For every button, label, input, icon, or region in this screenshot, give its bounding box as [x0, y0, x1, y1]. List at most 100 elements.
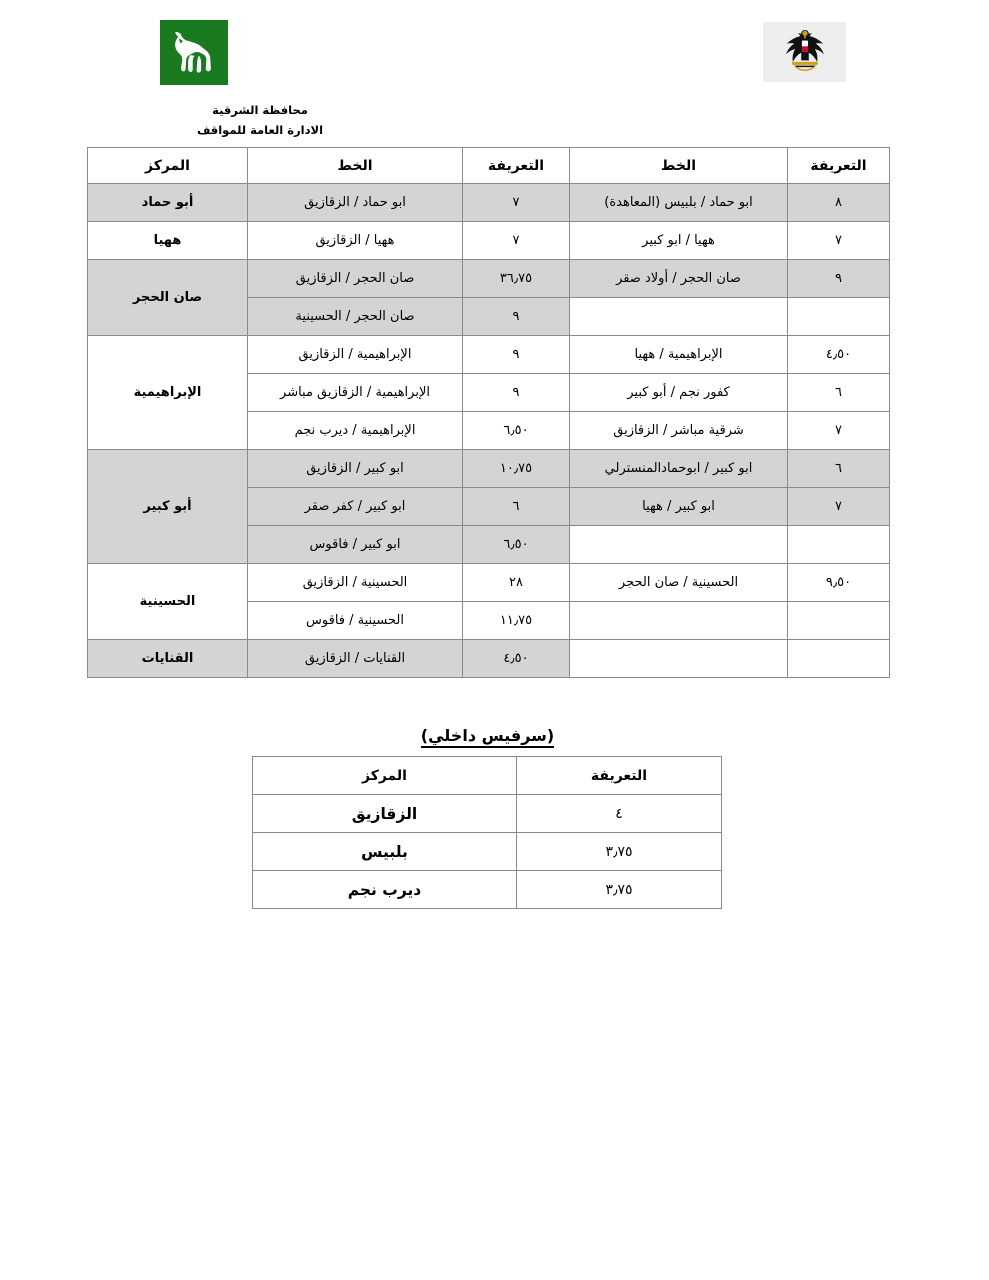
- cell-tariff-left: ٧: [787, 487, 890, 526]
- cell-line-left: كفور نجم / أبو كبير: [569, 373, 788, 412]
- column-header-line-left: الخط: [569, 147, 788, 184]
- table-row: ٤٫٥٠ القنايات / الزقازيق القنايات: [87, 639, 890, 678]
- cell-tariff-right: ٢٨: [462, 563, 570, 602]
- cell-line-left: الإبراهيمية / ههيا: [569, 335, 788, 374]
- cell-line-left: [569, 525, 788, 564]
- cell-tariff-right: ١١٫٧٥: [462, 601, 570, 640]
- cell-tariff-right: ٩: [462, 335, 570, 374]
- sharqia-horse-emblem-logo: [160, 20, 228, 85]
- internal-service-table-container: التعريفة المركز ٤ الزقازيق ٣٫٧٥ بلبيس ٣٫٧٥ دي…: [252, 756, 722, 909]
- document-header: محافظة الشرقية الادارة العامة للمواقف: [130, 100, 390, 140]
- table-row: ٧ شرقية مباشر / الزقازيق ٦٫٥٠ الإبراهيمية /…: [88, 411, 890, 450]
- column-header-center: المركز: [87, 147, 248, 184]
- cell-line-right: الإبراهيمية / الزقازيق مباشر: [247, 373, 463, 412]
- table-row: ٦ ابو كبير / ابوحمادالمنسترلي ١٠٫٧٥ ابو كبي…: [87, 449, 890, 564]
- tariff-table: التعريفة الخط التعريفة الخط المركز ٨ ابو …: [87, 147, 890, 678]
- list-item: ٣٫٧٥ بلبيس: [252, 832, 722, 871]
- cell-center-name: الحسينية: [87, 563, 248, 640]
- cell-line-right: ابو كبير / الزقازيق: [247, 449, 463, 488]
- cell-tariff-right: ٤٫٥٠: [462, 639, 570, 678]
- cell-tariff-right: ٩: [462, 297, 570, 336]
- cell-line-right: ابو كبير / كفر صقر: [247, 487, 463, 526]
- egypt-eagle-of-saladin-emblem-logo: [763, 22, 846, 82]
- department-name: الادارة العامة للمواقف: [196, 123, 324, 138]
- cell-line-right: الإبراهيمية / الزقازيق: [247, 335, 463, 374]
- table-row: ٩ صان الحجر / أولاد صقر ٣٦٫٧٥ صان الحجر / ا…: [87, 259, 890, 336]
- cell-line-right: القنايات / الزقازيق: [247, 639, 463, 678]
- cell-line-right: الحسينية / الزقازيق: [247, 563, 463, 602]
- cell-tariff-left: ٧: [787, 221, 890, 260]
- cell-tariff-right: ٣٦٫٧٥: [462, 259, 570, 298]
- tariff-table-container: التعريفة الخط التعريفة الخط المركز ٨ ابو …: [87, 147, 890, 678]
- list-item: ٣٫٧٥ ديرب نجم: [252, 870, 722, 909]
- cell-tariff-left: ٨: [787, 183, 890, 222]
- sub-table-header-row: التعريفة المركز: [252, 756, 722, 795]
- cell-tariff-left: [787, 297, 890, 336]
- cell-center-name: صان الحجر: [87, 259, 248, 336]
- sub-cell-center-name: بلبيس: [252, 832, 517, 871]
- internal-service-title: (سرفيس داخلي): [253, 726, 722, 748]
- table-row: ٦٫٥٠ ابو كبير / فاقوس: [88, 525, 890, 564]
- cell-tariff-right: ٦: [462, 487, 570, 526]
- cell-line-right: ابو كبير / فاقوس: [247, 525, 463, 564]
- cell-line-left: ابو حماد / بلبيس (المعاهدة): [569, 183, 788, 222]
- governorate-name: محافظة الشرقية: [212, 103, 308, 117]
- sub-cell-center-name: ديرب نجم: [252, 870, 517, 909]
- cell-tariff-right: ٧: [462, 183, 570, 222]
- cell-tariff-left: ٩: [787, 259, 890, 298]
- cell-line-left: ابو كبير / ابوحمادالمنسترلي: [569, 449, 788, 488]
- cell-line-left: ههيا / ابو كبير: [569, 221, 788, 260]
- cell-tariff-left: [787, 601, 890, 640]
- cell-line-right: ههيا / الزقازيق: [247, 221, 463, 260]
- cell-line-right: صان الحجر / الحسينية: [247, 297, 463, 336]
- table-header-row: التعريفة الخط التعريفة الخط المركز: [87, 147, 890, 184]
- cell-center-name: ههيا: [87, 221, 248, 260]
- internal-service-table: التعريفة المركز ٤ الزقازيق ٣٫٧٥ بلبيس ٣٫٧٥ دي…: [252, 756, 722, 909]
- cell-center-name: القنايات: [87, 639, 248, 678]
- sub-column-header-center: المركز: [252, 756, 517, 795]
- cell-line-right: ابو حماد / الزقازيق: [247, 183, 463, 222]
- cell-center-name: أبو كبير: [87, 449, 248, 564]
- cell-tariff-left: ٩٫٥٠: [787, 563, 890, 602]
- cell-line-right: صان الحجر / الزقازيق: [247, 259, 463, 298]
- cell-line-left: شرقية مباشر / الزقازيق: [569, 411, 788, 450]
- cell-tariff-left: [787, 639, 890, 678]
- sub-cell-tariff: ٤: [516, 794, 722, 833]
- column-header-tariff-right: التعريفة: [462, 147, 570, 184]
- table-row: ٨ ابو حماد / بلبيس (المعاهدة) ٧ ابو حماد / …: [87, 183, 890, 222]
- table-row: ٩٫٥٠ الحسينية / صان الحجر ٢٨ الحسينية / الز…: [87, 563, 890, 640]
- table-row: ٧ ابو كبير / ههيا ٦ ابو كبير / كفر صقر: [88, 487, 890, 526]
- cell-line-left: [569, 297, 788, 336]
- cell-tariff-right: ٦٫٥٠: [462, 411, 570, 450]
- table-row: ٩ صان الحجر / الحسينية: [88, 297, 890, 336]
- cell-line-left: ابو كبير / ههيا: [569, 487, 788, 526]
- cell-tariff-left: [787, 525, 890, 564]
- list-item: ٤ الزقازيق: [252, 794, 722, 833]
- cell-line-left: [569, 639, 788, 678]
- sub-column-header-tariff: التعريفة: [516, 756, 722, 795]
- table-row: ١١٫٧٥ الحسينية / فاقوس: [88, 601, 890, 640]
- cell-tariff-right: ٦٫٥٠: [462, 525, 570, 564]
- sub-cell-tariff: ٣٫٧٥: [516, 832, 722, 871]
- cell-center-name: الإبراهيمية: [87, 335, 248, 450]
- cell-line-left: صان الحجر / أولاد صقر: [569, 259, 788, 298]
- cell-line-left: [569, 601, 788, 640]
- cell-tariff-right: ٧: [462, 221, 570, 260]
- cell-tariff-left: ٧: [787, 411, 890, 450]
- cell-tariff-left: ٦: [787, 449, 890, 488]
- table-row: ٤٫٥٠ الإبراهيمية / ههيا ٩ الإبراهيمية / الز…: [87, 335, 890, 450]
- column-header-tariff-left: التعريفة: [787, 147, 890, 184]
- cell-line-left: الحسينية / صان الحجر: [569, 563, 788, 602]
- table-row: ٦ كفور نجم / أبو كبير ٩ الإبراهيمية / الزقا…: [88, 373, 890, 412]
- cell-tariff-left: ٤٫٥٠: [787, 335, 890, 374]
- column-header-line-right: الخط: [247, 147, 463, 184]
- cell-line-right: الحسينية / فاقوس: [247, 601, 463, 640]
- cell-tariff-right: ١٠٫٧٥: [462, 449, 570, 488]
- internal-service-title-text: (سرفيس داخلي): [420, 726, 555, 748]
- sub-cell-tariff: ٣٫٧٥: [516, 870, 722, 909]
- table-row: ٧ ههيا / ابو كبير ٧ ههيا / الزقازيق ههيا: [87, 221, 890, 260]
- cell-line-right: الإبراهيمية / ديرب نجم: [247, 411, 463, 450]
- cell-tariff-left: ٦: [787, 373, 890, 412]
- cell-center-name: أبو حماد: [87, 183, 248, 222]
- cell-tariff-right: ٩: [462, 373, 570, 412]
